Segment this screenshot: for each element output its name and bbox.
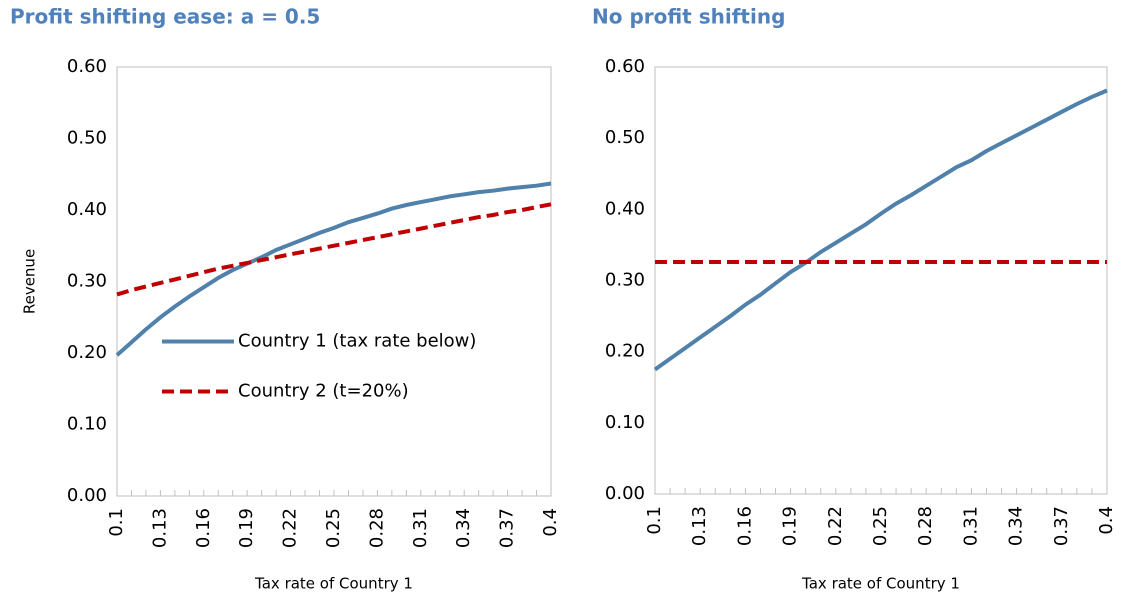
y-tick-label: 0.40	[605, 198, 645, 219]
x-tick-label: 0.22	[825, 506, 846, 546]
y-tick-label: 0.50	[605, 127, 645, 148]
y-tick-label: 0.40	[67, 199, 107, 220]
y-tick-label: 0.60	[605, 56, 645, 77]
x-axis-label: Tax rate of Country 1	[801, 575, 960, 593]
x-tick-label: 0.25	[323, 508, 344, 548]
x-tick-label: 0.13	[149, 508, 170, 548]
chart-title: Profit shifting ease: a = 0.5	[10, 5, 320, 29]
x-tick-label: 0.25	[870, 506, 891, 546]
x-axis-label: Tax rate of Country 1	[254, 575, 413, 593]
series-line	[653, 88, 1108, 372]
y-tick-label: 0.20	[605, 341, 645, 362]
y-tick-label: 0.30	[67, 271, 107, 292]
x-tick-label: 0.37	[497, 508, 518, 548]
x-tick-label: 0.22	[280, 508, 301, 548]
x-tick-label: 0.37	[1051, 506, 1072, 546]
plot-area	[654, 66, 1108, 495]
x-tick-label: 0.28	[915, 506, 936, 546]
x-tick-label: 0.19	[236, 508, 257, 548]
x-tick-label: 0.13	[689, 506, 710, 546]
series-line	[115, 181, 552, 357]
plot-area	[116, 66, 552, 497]
y-tick-label: 0.20	[67, 342, 107, 363]
chart-title: No profit shifting	[592, 5, 785, 29]
x-tick-label: 0.34	[1006, 506, 1027, 546]
x-tick-label: 0.16	[193, 508, 214, 548]
x-tick-label: 0.28	[366, 508, 387, 548]
y-tick-label: 0.50	[67, 128, 107, 149]
x-tick-label: 0.16	[734, 506, 755, 546]
y-tick-label: 0.10	[67, 414, 107, 435]
y-axis-label: Revenue	[21, 249, 39, 314]
y-tick-label: 0.00	[605, 483, 645, 504]
y-tick-label: 0.60	[67, 56, 107, 77]
x-tick-label: 0.19	[780, 506, 801, 546]
x-tick-label: 0.31	[410, 508, 431, 548]
y-tick-label: 0.10	[605, 412, 645, 433]
x-tick-label: 0.4	[540, 508, 561, 537]
y-tick-label: 0.00	[67, 485, 107, 506]
y-tick-label: 0.30	[605, 270, 645, 291]
x-tick-label: 0.34	[453, 508, 474, 548]
x-tick-label: 0.1	[644, 506, 665, 535]
x-tick-label: 0.1	[106, 508, 127, 537]
x-tick-label: 0.31	[960, 506, 981, 546]
series-line	[116, 202, 552, 297]
x-tick-label: 0.4	[1096, 506, 1117, 535]
legend-label: Country 1 (tax rate below)	[238, 331, 476, 352]
legend-label: Country 2 (t=20%)	[238, 381, 409, 402]
